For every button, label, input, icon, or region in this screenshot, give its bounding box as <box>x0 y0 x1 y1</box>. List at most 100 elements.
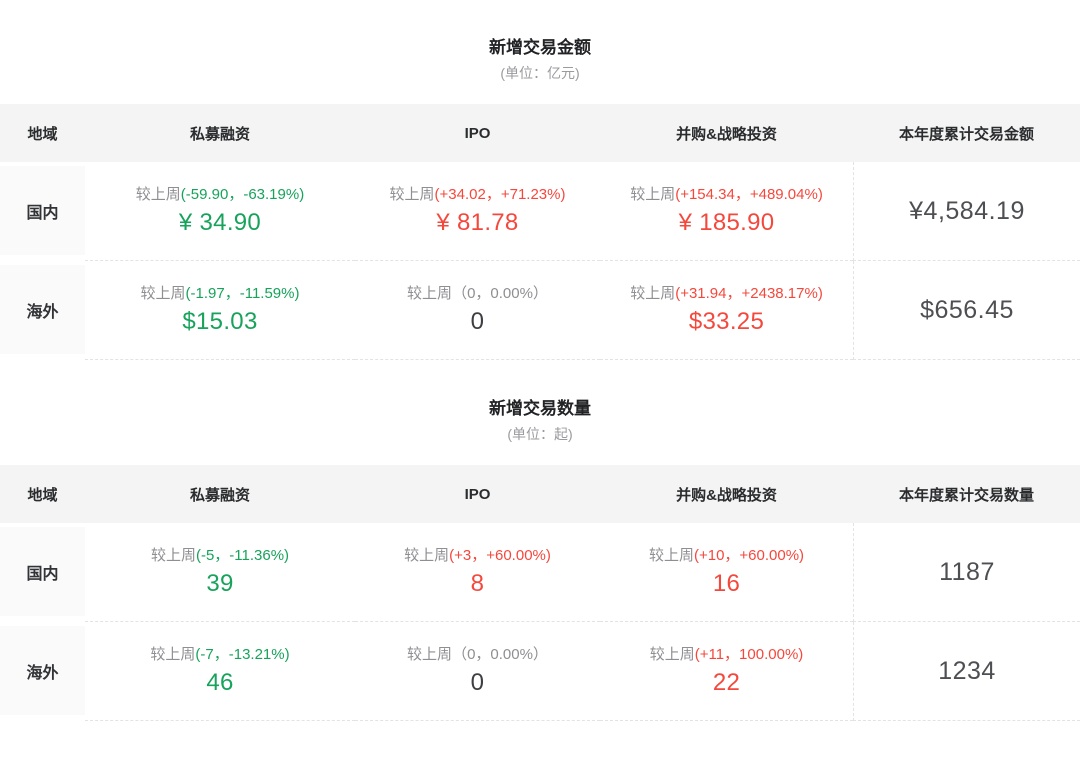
wow-prefix: 较上周 <box>630 186 676 203</box>
private-financing-cell: 较上周(-1.97，-11.59%) $15.03 <box>85 261 355 360</box>
private-financing-cell: 较上周(-5，-11.36%) 39 <box>85 523 355 622</box>
ytd-total-cell: 1187 <box>853 523 1080 622</box>
region-label: 国内 <box>26 204 59 222</box>
cell-value: 0 <box>470 308 485 335</box>
header-region: 地域 <box>27 125 58 143</box>
private-financing-cell: 较上周(-7，-13.21%) 46 <box>85 622 355 721</box>
cell-value: 16 <box>712 570 741 597</box>
table-unit-subtitle: (单位：亿元) <box>500 65 580 81</box>
wow-prefix: 较上周 <box>140 285 186 302</box>
wow-line: 较上周(+11，100.00%) <box>650 644 804 665</box>
region-label: 海外 <box>26 303 59 321</box>
region-label: 海外 <box>26 664 59 682</box>
ipo-cell: 较上周（0，0.00%） 0 <box>355 622 600 721</box>
ytd-total-value: $656.45 <box>920 295 1014 324</box>
table-row-overseas: 海外 较上周(-7，-13.21%) 46 较上周（0，0.00%） 0 较上周… <box>0 622 1080 721</box>
region-cell-bg: 国内 <box>0 527 85 616</box>
region-cell-bg: 海外 <box>0 265 85 354</box>
wow-line: 较上周(+154.34，+489.04%) <box>630 184 823 205</box>
region-cell: 海外 <box>0 261 85 360</box>
ipo-cell: 较上周(+34.02，+71.23%) ¥ 81.78 <box>355 162 600 261</box>
table-title: 新增交易数量 <box>489 399 591 418</box>
header-ytd-total: 本年度累计交易金额 <box>898 125 1034 143</box>
table-header-row: 地域 私募融资 IPO 并购&战略投资 本年度累计交易数量 <box>0 465 1080 523</box>
wow-delta: (-1.97，-11.59%) <box>185 285 300 302</box>
wow-line: 较上周(-1.97，-11.59%) <box>141 283 300 304</box>
wow-delta: (-59.90，-63.19%) <box>180 186 305 203</box>
wow-delta: (+154.34，+489.04%) <box>675 186 823 203</box>
new-transaction-amount-section: 新增交易金额 (单位：亿元) 地域 私募融资 IPO 并购&战略投资 本年度累计… <box>0 0 1080 360</box>
cell-value: 8 <box>470 570 485 597</box>
wow-prefix: 较上周 <box>407 285 453 302</box>
region-cell: 国内 <box>0 523 85 622</box>
region-cell: 国内 <box>0 162 85 261</box>
header-ma-strategic: 并购&战略投资 <box>676 125 777 143</box>
region-label: 国内 <box>26 565 59 583</box>
ma-strategic-cell: 较上周(+154.34，+489.04%) ¥ 185.90 <box>600 162 853 261</box>
cell-value: ¥ 81.78 <box>436 209 519 236</box>
ma-strategic-cell: 较上周(+11，100.00%) 22 <box>600 622 853 721</box>
region-cell: 海外 <box>0 622 85 721</box>
wow-delta: (-5，-11.36%) <box>195 547 290 564</box>
ytd-total-cell: 1234 <box>853 622 1080 721</box>
private-financing-cell: 较上周(-59.90，-63.19%) ¥ 34.90 <box>85 162 355 261</box>
wow-prefix: 较上周 <box>649 646 695 663</box>
wow-delta: (-7，-13.21%) <box>195 646 290 663</box>
header-private-financing: 私募融资 <box>189 486 250 504</box>
wow-line: 较上周（0，0.00%） <box>407 283 548 304</box>
region-cell-bg: 海外 <box>0 626 85 715</box>
ytd-total-value: ¥4,584.19 <box>909 196 1025 225</box>
header-ipo: IPO <box>464 124 491 142</box>
ipo-cell: 较上周(+3，+60.00%) 8 <box>355 523 600 622</box>
wow-prefix: 较上周 <box>648 547 694 564</box>
wow-line: 较上周(+31.94，+2438.17%) <box>630 283 823 304</box>
cell-value: 0 <box>470 669 485 696</box>
wow-line: 较上周(-5，-11.36%) <box>151 545 289 566</box>
wow-delta: (+10，+60.00%) <box>693 547 805 564</box>
table-unit-subtitle: (单位：起) <box>507 426 573 442</box>
wow-delta: (+3，+60.00%) <box>449 547 551 564</box>
wow-prefix: 较上周 <box>150 646 196 663</box>
header-region: 地域 <box>27 486 58 504</box>
wow-prefix: 较上周 <box>407 646 453 663</box>
cell-value: ¥ 34.90 <box>178 209 262 236</box>
region-cell-bg: 国内 <box>0 166 85 255</box>
cell-value: 46 <box>206 669 234 696</box>
header-ytd-total: 本年度累计交易数量 <box>898 486 1034 504</box>
cell-value: 39 <box>206 570 234 597</box>
table-row-domestic: 国内 较上周(-5，-11.36%) 39 较上周(+3，+60.00%) 8 … <box>0 523 1080 622</box>
table-header-row: 地域 私募融资 IPO 并购&战略投资 本年度累计交易金额 <box>0 104 1080 162</box>
wow-delta: (+11，100.00%) <box>694 646 804 663</box>
cell-value: $33.25 <box>688 308 765 335</box>
wow-line: 较上周（0，0.00%） <box>407 644 548 665</box>
table-row-overseas: 海外 较上周(-1.97，-11.59%) $15.03 较上周（0，0.00%… <box>0 261 1080 360</box>
wow-delta: (+34.02，+71.23%) <box>434 186 566 203</box>
wow-line: 较上周(+10，+60.00%) <box>649 545 804 566</box>
table-row-domestic: 国内 较上周(-59.90，-63.19%) ¥ 34.90 较上周(+34.0… <box>0 162 1080 261</box>
cell-value: 22 <box>712 669 741 696</box>
new-transaction-count-section: 新增交易数量 (单位：起) 地域 私募融资 IPO 并购&战略投资 本年度累计交… <box>0 360 1080 721</box>
wow-delta: （0，0.00%） <box>452 285 548 302</box>
ytd-total-value: 1187 <box>939 557 995 586</box>
wow-delta: (+31.94，+2438.17%) <box>675 285 823 302</box>
wow-line: 较上周(-59.90，-63.19%) <box>136 184 304 205</box>
cell-value: $15.03 <box>182 308 258 335</box>
ytd-total-cell: $656.45 <box>853 261 1080 360</box>
ma-strategic-cell: 较上周(+31.94，+2438.17%) $33.25 <box>600 261 853 360</box>
wow-line: 较上周(+34.02，+71.23%) <box>390 184 566 205</box>
ytd-total-value: 1234 <box>938 656 996 685</box>
wow-prefix: 较上周 <box>135 186 181 203</box>
header-ipo: IPO <box>464 485 491 503</box>
wow-prefix: 较上周 <box>389 186 435 203</box>
wow-line: 较上周(+3，+60.00%) <box>404 545 551 566</box>
wow-line: 较上周(-7，-13.21%) <box>150 644 289 665</box>
ma-strategic-cell: 较上周(+10，+60.00%) 16 <box>600 523 853 622</box>
wow-prefix: 较上周 <box>404 547 450 564</box>
wow-prefix: 较上周 <box>150 547 196 564</box>
wow-prefix: 较上周 <box>630 285 676 302</box>
header-private-financing: 私募融资 <box>189 125 250 143</box>
cell-value: ¥ 185.90 <box>678 209 775 236</box>
ytd-total-cell: ¥4,584.19 <box>853 162 1080 261</box>
header-ma-strategic: 并购&战略投资 <box>676 486 777 504</box>
ipo-cell: 较上周（0，0.00%） 0 <box>355 261 600 360</box>
